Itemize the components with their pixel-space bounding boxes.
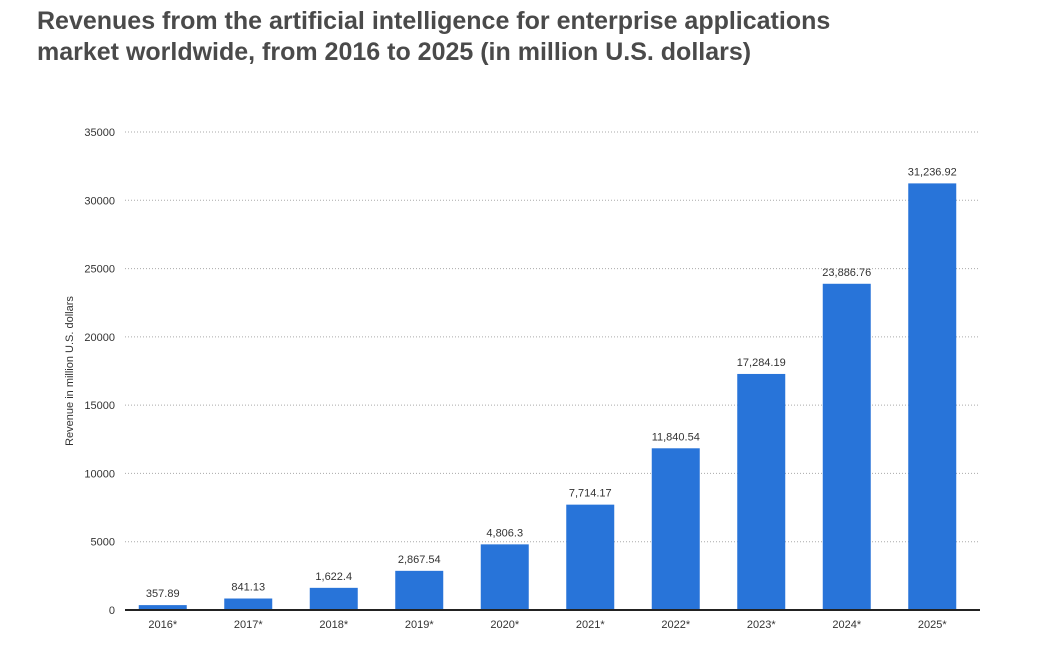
bar [651, 448, 700, 610]
data-label: 7,714.17 [569, 488, 612, 500]
data-label: 17,284.19 [737, 357, 786, 369]
y-tick-label: 25000 [84, 264, 115, 276]
data-label: 31,236.92 [908, 166, 957, 178]
y-axis-label: Revenue in million U.S. dollars [64, 296, 76, 446]
data-label: 2,867.54 [398, 554, 441, 566]
bar [822, 283, 871, 610]
y-tick-label: 15000 [84, 400, 115, 412]
bar [908, 183, 957, 610]
bar [224, 598, 273, 610]
data-label: 357.89 [146, 588, 180, 600]
x-tick-label: 2023* [747, 619, 776, 631]
title-line-1: Revenues from the artificial intelligenc… [37, 7, 831, 35]
bar [309, 587, 358, 610]
bar [395, 570, 444, 610]
data-label: 23,886.76 [822, 267, 871, 279]
bar [737, 373, 786, 610]
y-tick-label: 30000 [84, 195, 115, 207]
chart-title: Revenues from the artificial intelligenc… [37, 6, 1037, 68]
x-tick-label: 2018* [319, 619, 348, 631]
y-tick-label: 10000 [84, 468, 115, 480]
y-tick-label: 20000 [84, 332, 115, 344]
x-tick-label: 2024* [832, 619, 861, 631]
y-tick-label: 35000 [84, 127, 115, 139]
y-tick-label: 5000 [91, 537, 115, 549]
x-tick-label: 2021* [576, 619, 605, 631]
x-tick-label: 2022* [661, 619, 690, 631]
x-tick-label: 2016* [148, 619, 177, 631]
data-label: 1,622.4 [315, 571, 352, 583]
x-tick-label: 2020* [490, 619, 519, 631]
y-tick-label: 0 [109, 605, 115, 617]
title-line-2: market worldwide, from 2016 to 2025 (in … [37, 38, 752, 66]
data-label: 4,806.3 [486, 527, 523, 539]
bar [566, 504, 615, 610]
bar [138, 605, 187, 610]
data-label: 11,840.54 [652, 431, 700, 443]
x-tick-label: 2019* [405, 619, 434, 631]
x-tick-label: 2017* [234, 619, 263, 631]
x-tick-label: 2025* [918, 619, 947, 631]
bar [480, 544, 529, 610]
data-label: 841.13 [231, 582, 265, 594]
